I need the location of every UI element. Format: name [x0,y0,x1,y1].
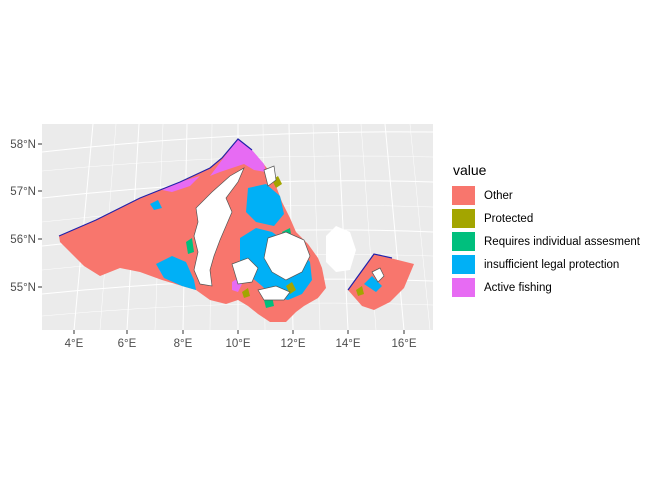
legend-label: Protected [484,212,534,225]
legend-swatch [452,209,475,228]
legend-item-insufficient-protection: insufficient legal protection [452,253,640,276]
land-sweden-coast [263,165,277,187]
x-tick-label: 6°E [118,338,137,350]
y-tick-label: 57°N [10,186,36,198]
land-sweden-south [326,226,356,272]
legend-swatch [452,186,475,205]
x-tick-label: 16°E [391,338,416,350]
x-tick-label: 8°E [174,338,193,350]
x-tick-label: 10°E [225,338,250,350]
legend-item-protected: Protected [452,207,640,230]
legend-label: Active fishing [484,281,552,294]
legend-item-requires-assessment: Requires individual assesment [452,230,640,253]
legend-label: insufficient legal protection [484,258,620,271]
land-lolland [257,285,291,301]
x-tick-label: 12°E [280,338,305,350]
legend-label: Requires individual assesment [484,235,640,248]
boundary-line-bornholm [347,253,393,291]
legend-label: Other [484,189,513,202]
legend-swatch [452,255,475,274]
legend-swatch [452,232,475,251]
x-tick-label: 4°E [65,338,84,350]
land-funen [231,257,259,285]
land-zealand [263,231,311,281]
y-tick-label: 56°N [10,234,36,246]
legend-swatch [452,278,475,297]
legend: value Other Protected Requires individua… [452,162,640,299]
land-bornholm [371,267,385,283]
axis-ticks [38,143,405,334]
y-tick-label: 58°N [10,139,36,151]
y-tick-label: 55°N [10,282,36,294]
boundary-line [58,138,253,237]
x-tick-label: 14°E [335,338,360,350]
land-masses [193,165,385,301]
legend-item-other: Other [452,184,640,207]
legend-item-active-fishing: Active fishing [452,276,640,299]
legend-title: value [453,162,487,178]
land-jutland [193,167,245,287]
